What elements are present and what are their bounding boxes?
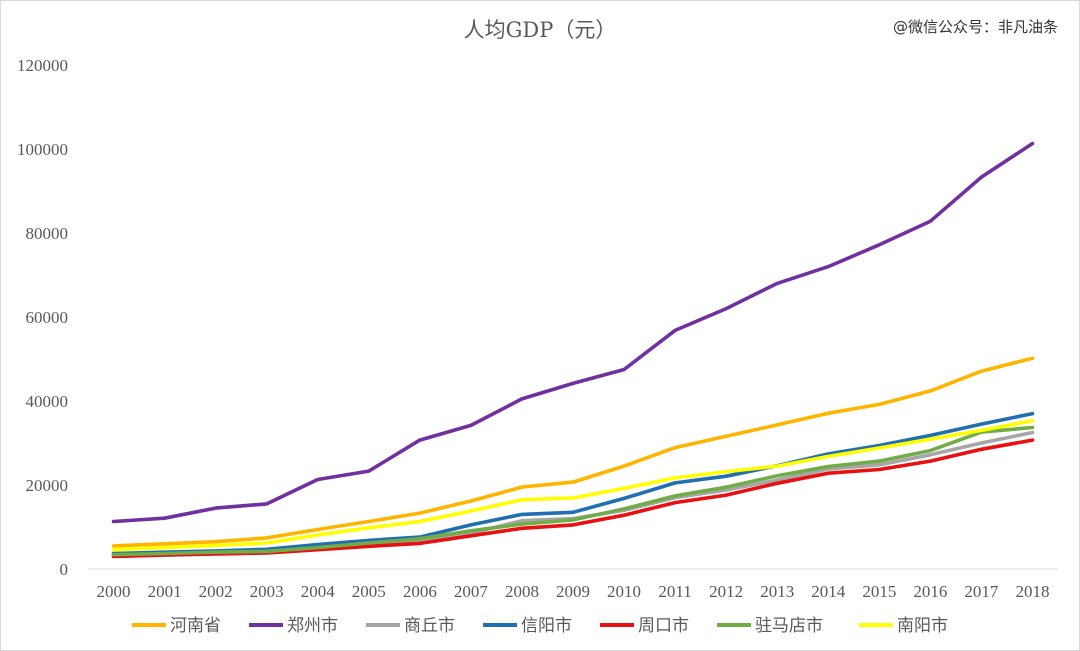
x-tick-label: 2000 (97, 582, 131, 601)
series-line (111, 411, 1035, 556)
legend-item: 商丘市 (366, 616, 455, 635)
y-tick-label: 40000 (26, 392, 69, 411)
x-tick-label: 2016 (913, 582, 947, 601)
chart-title: 人均GDP（元） (463, 18, 617, 42)
legend-label: 河南省 (170, 616, 221, 635)
y-tick-label: 100000 (17, 140, 68, 159)
x-tick-label: 2001 (148, 582, 182, 601)
x-tick-label: 2006 (403, 582, 437, 601)
x-tick-label: 2003 (250, 582, 284, 601)
y-tick-label: 120000 (17, 56, 68, 75)
legend-item: 河南省 (132, 616, 221, 635)
axes: 0 20000 40000 60000 80000 100000 120000 2000 200… (17, 56, 1058, 601)
x-tick-label: 2008 (505, 582, 539, 601)
legend-label: 信阳市 (521, 616, 572, 635)
x-tick-label: 2017 (964, 582, 999, 601)
x-tick-label: 2018 (1015, 582, 1049, 601)
legend-item: 驻马店市 (717, 616, 823, 635)
series-line (111, 356, 1035, 548)
x-tick-label: 2009 (556, 582, 590, 601)
watermark: @微信公众号：非凡油条 (892, 18, 1058, 36)
legend-label: 驻马店市 (755, 616, 823, 635)
y-tick-label: 20000 (26, 476, 69, 495)
x-tick-label: 2005 (352, 582, 386, 601)
legend-item: 郑州市 (249, 616, 338, 635)
legend-item: 信阳市 (483, 616, 572, 635)
x-tick-label: 2010 (607, 582, 641, 601)
legend-label: 郑州市 (287, 616, 338, 635)
series-line (111, 418, 1035, 552)
series-line (111, 141, 1035, 524)
x-tick-label: 2014 (811, 582, 846, 601)
legend-label: 南阳市 (897, 616, 948, 635)
x-tick-label: 2015 (862, 582, 896, 601)
y-tick-label: 80000 (26, 224, 69, 243)
series-lines (111, 141, 1035, 559)
x-tick-label: 2007 (454, 582, 489, 601)
legend-label: 周口市 (638, 616, 689, 635)
legend-item: 南阳市 (859, 616, 948, 635)
series-line (111, 430, 1035, 557)
legend: 河南省 郑州市 商丘市 信阳市 周口市 驻马店市 南阳市 (132, 616, 948, 635)
y-tick-label: 60000 (26, 308, 69, 327)
x-tick-label: 2004 (301, 582, 336, 601)
y-tick-label: 0 (60, 560, 69, 579)
x-tick-label: 2013 (760, 582, 794, 601)
x-tick-label: 2002 (199, 582, 233, 601)
legend-item: 周口市 (600, 616, 689, 635)
series-line (111, 425, 1035, 557)
x-tick-label: 2011 (658, 582, 691, 601)
x-tick-label: 2012 (709, 582, 743, 601)
legend-label: 商丘市 (404, 616, 455, 635)
